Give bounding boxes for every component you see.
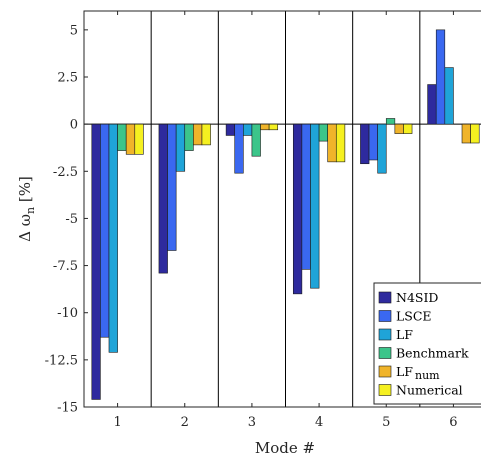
bar-n4sid-mode-1 (91, 123, 101, 400)
legend-label: LF num (396, 364, 440, 382)
x-tick-label: 4 (315, 415, 323, 430)
bar-benchmark-mode-3 (251, 123, 261, 157)
legend-label: LSCE (396, 309, 432, 324)
bar-numerical-mode-3 (268, 123, 279, 131)
bar-lf-mode-4 (310, 123, 320, 289)
bar-lf-mode-1 (108, 123, 118, 353)
plot-frame (83, 10, 481, 408)
legend-swatch (378, 310, 392, 322)
legend-swatch (378, 328, 392, 341)
bar-lsce-mode-2 (167, 123, 177, 251)
bar-lf-num-mode-3 (260, 123, 270, 131)
bar-lf-num-mode-5 (394, 123, 404, 134)
bar-benchmark-mode-2 (184, 123, 194, 151)
bars-group (91, 29, 480, 400)
bar-lf-num-mode-4 (327, 123, 337, 163)
bar-numerical-mode-5 (403, 123, 413, 134)
bar-numerical-mode-2 (201, 123, 211, 146)
bar-n4sid-mode-6 (427, 84, 437, 125)
legend-label: N4SID (396, 290, 438, 305)
y-axis-label-unit: [%] (16, 176, 34, 207)
bar-lf-num-mode-6 (461, 123, 471, 144)
legend-label: Numerical (396, 383, 463, 398)
bar-lf-mode-5 (377, 123, 387, 174)
y-axis-label-main: Δ ω (16, 214, 34, 242)
legend-swatch (378, 347, 392, 359)
y-tick-label: 5 (70, 23, 78, 38)
y-ticks: 5 2.5 0 -2.5 -5 -7.5 -10 -12.5 -15 (45, 23, 88, 416)
bar-n4sid-mode-5 (360, 123, 370, 165)
y-tick-label: 0 (70, 118, 78, 133)
legend-swatch (378, 291, 392, 304)
y-tick-label: -12.5 (45, 353, 78, 368)
y-tick-label: 2.5 (57, 71, 78, 86)
x-axis-label: Mode # (255, 439, 315, 457)
y-tick-label: -2.5 (53, 165, 78, 180)
x-ticks: 1 2 3 4 5 6 (113, 11, 458, 430)
bar-lf-mode-6 (444, 67, 454, 125)
y-tick-label: -10 (57, 306, 78, 321)
bar-numerical-mode-1 (134, 123, 144, 155)
legend-box (373, 282, 481, 405)
legend-swatch (378, 384, 392, 396)
bar-lsce-mode-1 (100, 123, 110, 338)
bar-lsce-mode-3 (234, 123, 244, 174)
bar-numerical-mode-4 (335, 123, 346, 163)
bar-benchmark-mode-4 (318, 123, 328, 142)
y-axis-label: Δ ωn [%] (16, 176, 37, 242)
bar-lf-num-mode-2 (193, 123, 203, 146)
y-tick-label: -15 (57, 401, 78, 416)
x-tick-label: 3 (248, 415, 256, 430)
bar-benchmark-mode-1 (117, 123, 127, 151)
bar-lsce-mode-5 (368, 123, 378, 161)
bar-lf-mode-3 (243, 123, 253, 136)
bar-n4sid-mode-2 (158, 123, 168, 274)
bar-lsce-mode-4 (301, 123, 311, 270)
legend-label: Benchmark (396, 346, 469, 361)
legend-label: LF (396, 327, 413, 342)
bar-lf-mode-2 (175, 123, 186, 172)
bar-numerical-mode-6 (470, 123, 480, 144)
x-tick-label: 5 (382, 415, 390, 430)
x-tick-label: 6 (449, 415, 457, 430)
y-axis-label-subscript: n (24, 207, 37, 214)
x-tick-label: 2 (181, 415, 189, 430)
x-tick-label: 1 (113, 415, 121, 430)
bar-lsce-mode-6 (435, 29, 446, 125)
bar-lf-num-mode-1 (125, 123, 136, 155)
y-tick-label: -5 (65, 212, 78, 227)
legend-swatch (378, 365, 392, 378)
bar-n4sid-mode-3 (225, 123, 236, 136)
bar-benchmark-mode-5 (385, 118, 396, 125)
bar-n4sid-mode-4 (292, 123, 303, 295)
y-tick-label: -7.5 (53, 259, 78, 274)
mode-separators (150, 11, 421, 407)
